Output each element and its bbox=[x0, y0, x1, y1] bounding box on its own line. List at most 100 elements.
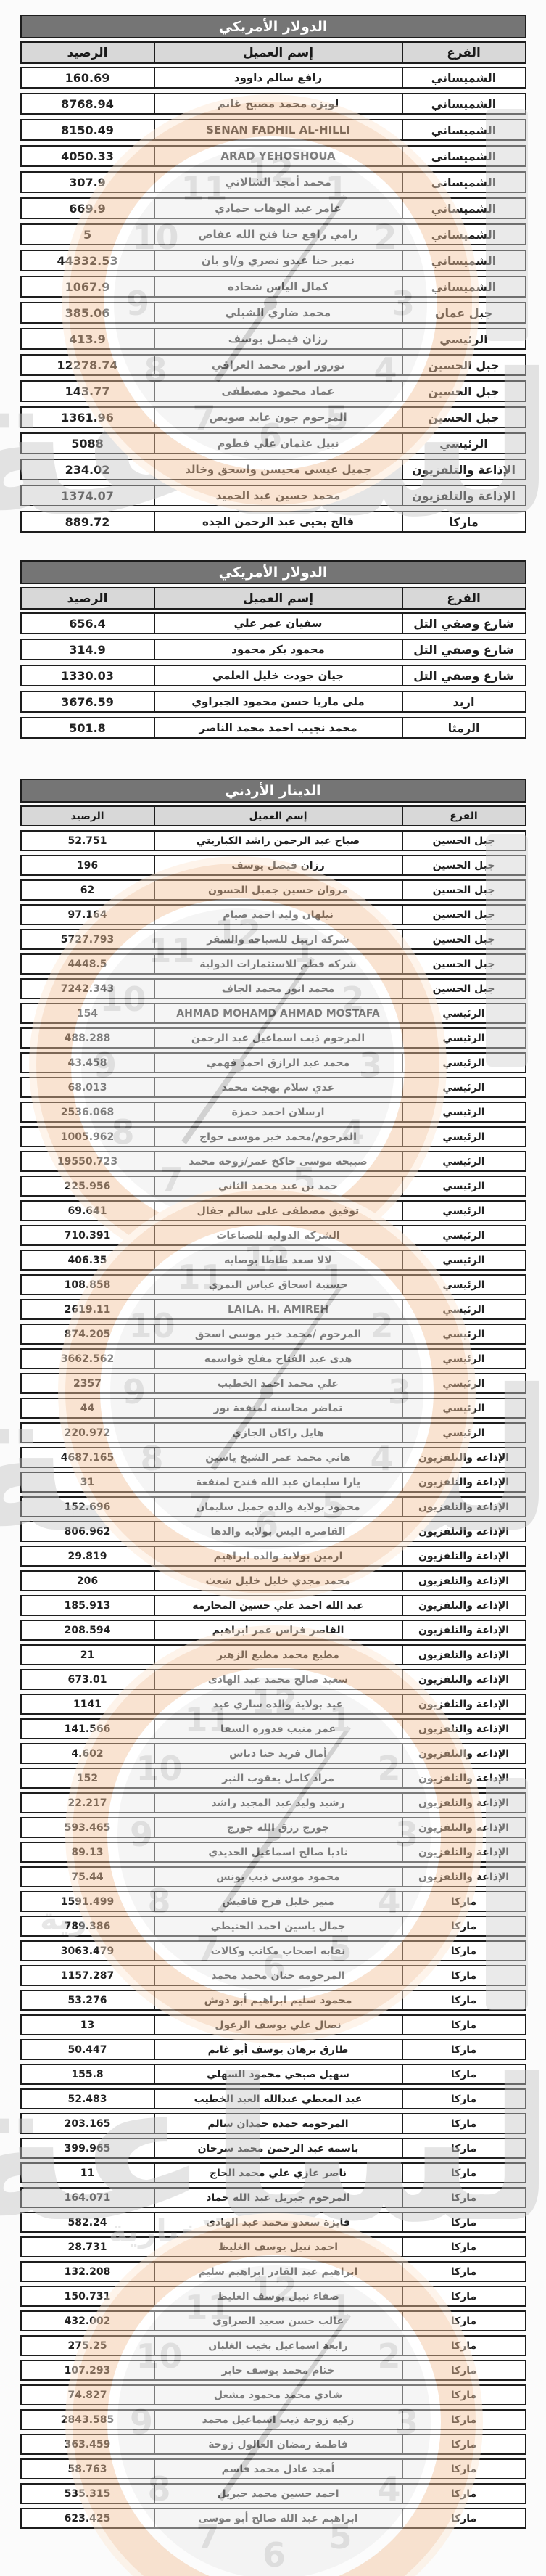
branch-cell: الرئيسي bbox=[442, 1303, 485, 1316]
balance-cell: 4.602 bbox=[71, 1747, 104, 1760]
client-name-cell: محمد انور محمد الجاف bbox=[153, 980, 403, 998]
column-header-client: إسم العميل bbox=[153, 43, 403, 62]
balance-cell: 22.217 bbox=[67, 1797, 107, 1809]
table-row: 22.217 رشيد وليد عبد المجيد راشد الإذاعة و… bbox=[20, 1792, 526, 1813]
branch-cell: جبل الحسين bbox=[432, 859, 495, 871]
balance-cell: 582.24 bbox=[67, 2216, 107, 2228]
table-row: 4050.33 ARAD YEHOSHOUA الشميساني bbox=[20, 145, 526, 167]
client-name-cell: المرحوم ذيب اسماعيل عبد الرحمن bbox=[153, 1029, 403, 1047]
table-row: 164.071 المرحوم جبريل عبد الله حماد ماركا bbox=[20, 2187, 526, 2208]
branch-cell: الإذاعة والتلفزيون bbox=[418, 1846, 510, 1858]
client-name-cell: مطيع محمد مطيع الزهير bbox=[153, 1646, 403, 1664]
branch-cell: الرئيسي bbox=[442, 1254, 485, 1266]
client-name-cell: المرحومة حمده حمدان سالم bbox=[153, 2114, 403, 2133]
balance-cell: 107.293 bbox=[64, 2364, 111, 2376]
branch-cell: الإذاعة والتلفزيون bbox=[418, 1525, 510, 1538]
branch-cell: الشميساني bbox=[431, 70, 497, 85]
balance-cell: 164.071 bbox=[64, 2191, 111, 2204]
table-header-row: الرصيد إسم العميل الفرع bbox=[20, 587, 526, 610]
table-title: الدولار الأمريكي bbox=[20, 15, 526, 38]
balance-cell: 1005.962 bbox=[60, 1131, 115, 1143]
branch-cell: الإذاعة والتلفزيون bbox=[418, 1797, 510, 1809]
branch-cell: ماركا bbox=[450, 1945, 477, 1957]
balance-cell: 11 bbox=[80, 2167, 95, 2179]
balance-cell: 1141 bbox=[73, 1698, 102, 1710]
branch-cell: الإذاعة والتلفزيون bbox=[418, 1476, 510, 1488]
client-name-cell: شركه اربيل للسياحة والسفر bbox=[153, 930, 403, 948]
client-name-cell: المرحوم جبريل عبد الله حماد bbox=[153, 2189, 403, 2207]
balance-cell: 225.956 bbox=[64, 1180, 111, 1192]
table-row: 314.9 محمود بكر محمود شارع وصفي التل bbox=[20, 639, 526, 660]
balance-cell: 196 bbox=[76, 859, 99, 871]
table-row: 225.956 حمد بن عبد محمد الثاني الرئيسي bbox=[20, 1176, 526, 1197]
client-name-cell: SENAN FADHIL AL-HILLI bbox=[153, 120, 403, 139]
balance-cell: 75.44 bbox=[71, 1871, 104, 1883]
branch-cell: ماركا bbox=[450, 2216, 477, 2228]
client-name-cell: باسمه عبد الرحمن محمد سرحان bbox=[153, 2139, 403, 2157]
client-name-cell: ارمين بولاية والده ابراهيم bbox=[153, 1547, 403, 1565]
branch-cell: ماركا bbox=[450, 2241, 477, 2253]
branch-cell: الرمثا bbox=[447, 721, 480, 735]
branch-cell: ماركا bbox=[450, 2315, 477, 2327]
client-name-cell: هايل راكان الجازي bbox=[153, 1424, 403, 1442]
balance-cell: 8768.94 bbox=[61, 97, 114, 111]
branch-cell: الإذاعة والتلفزيون bbox=[418, 1599, 510, 1612]
balance-cell: 413.9 bbox=[69, 332, 106, 346]
client-name-cell: رشيد وليد عبد المجيد راشد bbox=[153, 1794, 403, 1812]
table-row: 69.641 توفيق مصطفى على سالم جفال الرئيسي bbox=[20, 1200, 526, 1221]
client-name-cell: حسنية اسحاق عباس النمري bbox=[153, 1276, 403, 1294]
client-name-cell: شركه فطم للاستثمارات الدولية bbox=[153, 955, 403, 973]
table-row: 669.9 عامر عبد الوهاب حمادي الشميساني bbox=[20, 197, 526, 219]
client-name-cell: زكيه زوجة ذيب اسماعيل محمد bbox=[153, 2411, 403, 2429]
table-row: 5727.793 شركه اربيل للسياحة والسفر جبل الح… bbox=[20, 929, 526, 950]
client-name-cell: رامي رافع حنا فتح الله عفاص bbox=[153, 225, 403, 244]
usd-table-2: الدولار الأمريكي الرصيد إسم العميل الفرع… bbox=[20, 560, 526, 739]
client-name-cell: فايزة سعدو محمد عبد الهادى bbox=[153, 2213, 403, 2231]
client-name-cell: تماضر محاسنه لمنفعة نور bbox=[153, 1399, 403, 1417]
table-title: الدولار الأمريكي bbox=[20, 560, 526, 584]
table-row: 8768.94 لويزه محمد مصبح غانم الشميساني bbox=[20, 93, 526, 115]
table-row: 220.972 هايل راكان الجازي الرئيسي bbox=[20, 1422, 526, 1443]
table-row: 889.72 فالح يحيى عبد الرحمن الجده ماركا bbox=[20, 511, 526, 533]
column-header-client: إسم العميل bbox=[153, 588, 403, 608]
balance-cell: 4050.33 bbox=[61, 149, 114, 163]
table-row: 108.858 حسنية اسحاق عباس النمري الرئيسي bbox=[20, 1274, 526, 1295]
balance-cell: 385.06 bbox=[65, 305, 110, 320]
client-name-cell: ابراهيم عبد القادر ابراهيم سليم bbox=[153, 2263, 403, 2281]
client-name-cell: صفاء نبيل يوسف الغليظ bbox=[153, 2287, 403, 2305]
table-row: 789.386 جمال ياسين احمد الحنيطي ماركا bbox=[20, 1916, 526, 1937]
client-name-cell: يارا سليمان عبد الله فندح لمنفعة bbox=[153, 1473, 403, 1491]
table-row: 3063.479 نقابه اصحاب مكاتب وكالات ماركا bbox=[20, 1940, 526, 1961]
balance-cell: 44 bbox=[80, 1402, 95, 1414]
table-row: 160.69 رافع سالم داوود الشميساني bbox=[20, 67, 526, 89]
balance-cell: 108.858 bbox=[64, 1279, 111, 1291]
branch-cell: الرئيسي bbox=[442, 1205, 485, 1217]
client-name-cell: رافع سالم داوود bbox=[153, 68, 403, 87]
balance-cell: 185.913 bbox=[64, 1599, 111, 1612]
table-row: 363.459 فاطمة رمضان العالول زوجة ماركا bbox=[20, 2434, 526, 2455]
branch-cell: جبل عمان bbox=[434, 305, 493, 320]
column-header-balance: الرصيد bbox=[67, 591, 108, 606]
branch-cell: ماركا bbox=[450, 2093, 477, 2105]
client-name-cell: القاصرة اليس بولاية والدها bbox=[153, 1522, 403, 1541]
branch-cell: الرئيسي bbox=[442, 1131, 485, 1143]
branch-cell: جبل الحسين bbox=[428, 410, 500, 424]
balance-cell: 28.731 bbox=[67, 2241, 107, 2253]
client-name-cell: محمود بولاية والده جميل سليمان bbox=[153, 1498, 403, 1516]
client-name-cell: عبد الله احمد علي حسين المحارمه bbox=[153, 1596, 403, 1615]
balance-cell: 31 bbox=[80, 1476, 95, 1488]
client-name-cell: نمير حنا عبدو نصري و/او بان bbox=[153, 251, 403, 270]
table-row: 806.962 القاصرة اليس بولاية والدها الإذاعة… bbox=[20, 1521, 526, 1542]
table-row: 28.731 احمد نبيل يوسف الغليظ ماركا bbox=[20, 2236, 526, 2257]
table-row: 155.8 سهيل صبحي محمود السهلي ماركا bbox=[20, 2064, 526, 2085]
balance-cell: 132.208 bbox=[64, 2265, 111, 2278]
balance-cell: 152 bbox=[76, 1772, 99, 1784]
balance-cell: 4687.165 bbox=[60, 1451, 115, 1464]
client-name-cell: محمد ضاري الشبلي bbox=[153, 303, 403, 322]
branch-cell: ماركا bbox=[450, 1920, 477, 1932]
client-name-cell: فالح يحيى عبد الرحمن الجده bbox=[153, 512, 403, 531]
client-name-cell: غالب حسن سعيد الصراوى bbox=[153, 2312, 403, 2330]
branch-cell: الإذاعة والتلفزيون bbox=[418, 1451, 510, 1464]
table-row: 50.447 طارق برهان يوسف أبو غانم ماركا bbox=[20, 2039, 526, 2060]
balance-cell: 432.002 bbox=[64, 2315, 111, 2327]
